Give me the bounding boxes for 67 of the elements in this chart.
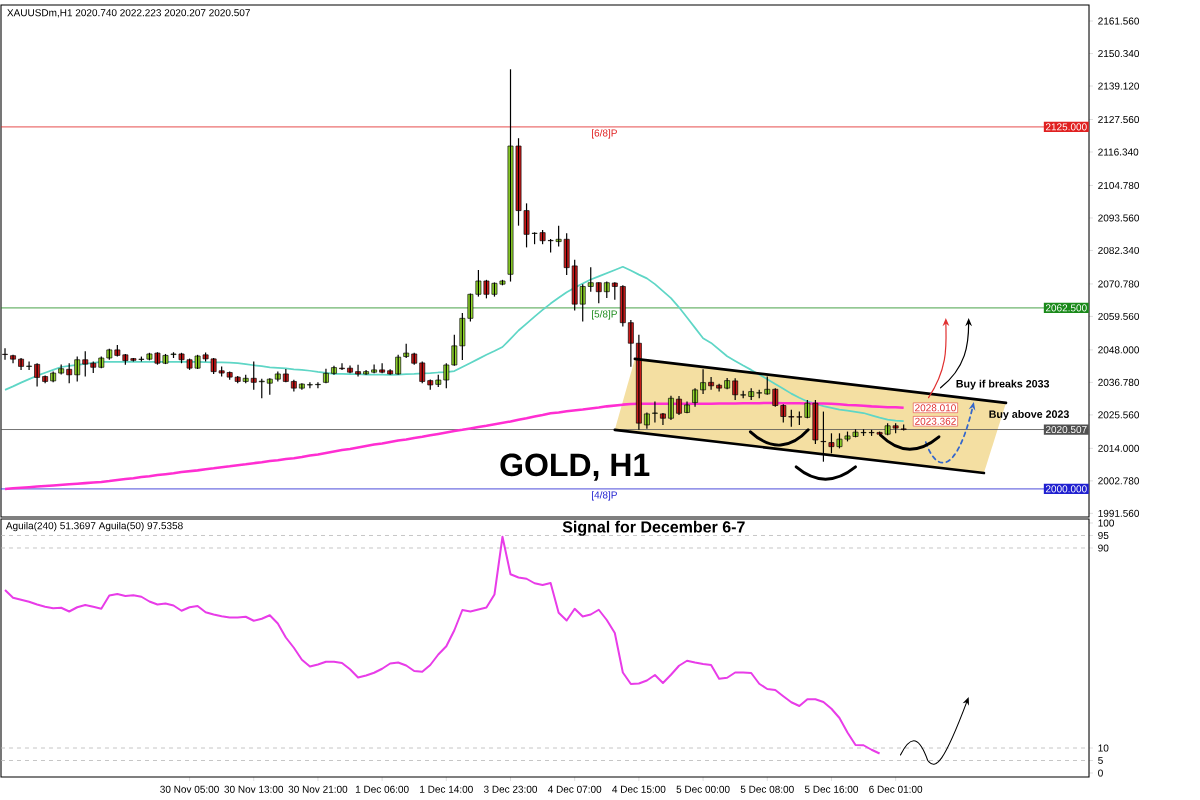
y-tick-label: 2093.560 bbox=[1098, 214, 1140, 222]
y-tick-label: 2002.780 bbox=[1098, 477, 1140, 485]
ref-line-label: 2000.000 bbox=[1045, 485, 1087, 493]
y-tick-label: 2014.000 bbox=[1098, 444, 1140, 452]
y-tick-label: 0 bbox=[1098, 769, 1103, 777]
y-tick-label: 2059.560 bbox=[1098, 312, 1140, 320]
x-tick-label: 3 Dec 23:00 bbox=[483, 785, 538, 793]
candlestick bbox=[355, 364, 361, 378]
candlestick bbox=[82, 350, 89, 378]
annotation: [5/8]P bbox=[592, 310, 617, 320]
x-tick-label: 4 Dec 07:00 bbox=[547, 785, 602, 793]
candlestick bbox=[379, 362, 386, 374]
ref-line-label: 2062.500 bbox=[1045, 304, 1087, 312]
candlestick bbox=[652, 400, 658, 424]
candlestick bbox=[250, 360, 257, 391]
x-tick-label: 4 Dec 15:00 bbox=[612, 785, 666, 793]
candlestick bbox=[58, 363, 65, 376]
y-tick-label: 2036.780 bbox=[1098, 378, 1140, 386]
y-tick-label: 2048.000 bbox=[1098, 346, 1140, 354]
annotation: Signal for December 6-7 bbox=[562, 520, 745, 536]
annotation: Aguila(240) 51.3697 Aguila(50) 97.5358 bbox=[5, 521, 183, 532]
candlestick bbox=[764, 375, 771, 396]
candlestick bbox=[339, 362, 345, 371]
y-tick-label: 2161.560 bbox=[1098, 17, 1140, 25]
text: 2023.362 bbox=[915, 417, 956, 425]
text: Buy above 2023 bbox=[989, 410, 1069, 421]
y-tick-label: 2139.120 bbox=[1098, 82, 1140, 90]
y-tick-label: 100 bbox=[1098, 519, 1114, 527]
annotation: [4/8]P bbox=[592, 491, 617, 501]
x-tick-label: 30 Nov 13:00 bbox=[224, 785, 284, 793]
candlestick bbox=[395, 354, 402, 376]
y-tick-label: 2070.780 bbox=[1098, 280, 1140, 288]
candlestick bbox=[363, 369, 369, 376]
x-tick-label: 30 Nov 05:00 bbox=[160, 785, 219, 793]
ref-line-label: 2125.000 bbox=[1045, 123, 1087, 131]
candlestick bbox=[387, 368, 394, 376]
candlestick bbox=[595, 281, 602, 304]
y-tick-label: 10 bbox=[1098, 744, 1109, 752]
x-tick-label: 5 Dec 16:00 bbox=[804, 785, 858, 793]
x-tick-label: 1 Dec 06:00 bbox=[355, 785, 409, 793]
x-tick-label: 6 Dec 01:00 bbox=[869, 785, 923, 793]
x-tick-label: 5 Dec 08:00 bbox=[740, 785, 794, 793]
y-tick-label: 2116.340 bbox=[1098, 148, 1139, 156]
x-tick-label: 30 Nov 21:00 bbox=[288, 785, 348, 793]
y-tick-label: 2127.560 bbox=[1098, 115, 1140, 124]
text: Buy if breaks 2033 bbox=[956, 379, 1050, 390]
y-tick-label: 90 bbox=[1098, 544, 1109, 552]
candlestick bbox=[371, 363, 378, 374]
line-series bbox=[4, 535, 881, 755]
annotation: XAUUSDm,H1 2020.740 2022.223 2020.207 2020.507 bbox=[7, 9, 250, 18]
text: 2028.010 bbox=[915, 404, 956, 412]
y-tick-label: 2150.340 bbox=[1098, 49, 1140, 58]
annotation: GOLD, H1 bbox=[500, 453, 650, 481]
candlestick bbox=[307, 381, 313, 389]
ref-line-label: 2020.507 bbox=[1045, 425, 1087, 434]
y-tick-label: 2104.780 bbox=[1098, 181, 1140, 190]
y-tick-label: 5 bbox=[1098, 757, 1103, 764]
candlestick bbox=[26, 360, 32, 371]
annotation: [6/8]P bbox=[592, 129, 617, 139]
y-tick-label: 1991.560 bbox=[1098, 509, 1140, 517]
x-tick-label: 5 Dec 00:00 bbox=[676, 785, 730, 793]
y-tick-label: 2082.340 bbox=[1098, 246, 1140, 254]
candlestick bbox=[419, 360, 426, 384]
x-tick-label: 1 Dec 14:00 bbox=[420, 785, 473, 793]
y-tick-label: 2025.560 bbox=[1098, 411, 1140, 419]
candlestick bbox=[587, 266, 594, 293]
y-tick-label: 95 bbox=[1098, 531, 1109, 540]
